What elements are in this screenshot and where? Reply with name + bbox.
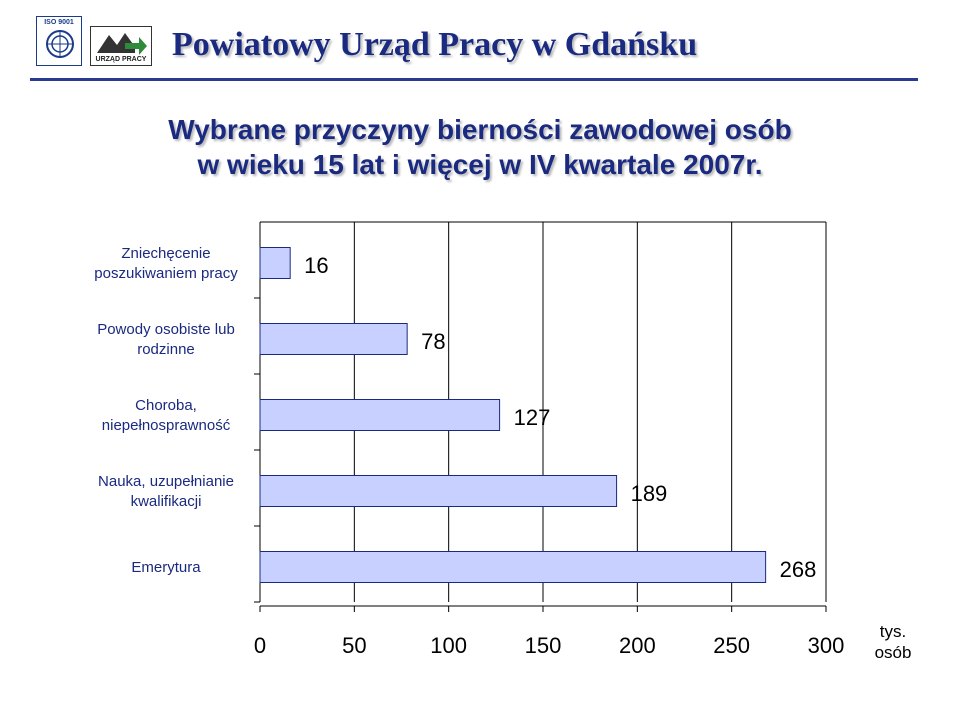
bar-value-label: 127	[514, 405, 551, 430]
chart-title-line: Wybrane przyczyny bierności zawodowej os…	[168, 114, 792, 145]
x-tick-label: 250	[713, 633, 750, 658]
x-axis-unit-label: tys. osób	[875, 622, 912, 662]
chart-title-line: w wieku 15 lat i więcej w IV kwartale 20…	[197, 149, 763, 180]
bar-value-label: 189	[631, 481, 668, 506]
mountain-arrow-icon	[97, 33, 147, 55]
bar	[259, 247, 291, 279]
category-label: Emerytura	[131, 559, 201, 576]
urzad-pracy-logo-text: URZĄD PRACY	[95, 56, 147, 63]
header-divider	[30, 78, 918, 81]
x-tick-label: 150	[525, 633, 562, 658]
page-title: Powiatowy Urząd Pracy w Gdańsku	[172, 26, 698, 63]
chart-title: Wybrane przyczyny bierności zawodowej os…	[0, 112, 960, 182]
x-tick-label: 50	[342, 633, 366, 658]
bar-value-label: 16	[304, 253, 328, 278]
category-label: Powody osobiste lub rodzinne	[97, 321, 235, 358]
iso-logo: ISO 9001	[36, 16, 82, 66]
bar-value-label: 268	[780, 557, 817, 582]
iso-globe-icon	[46, 30, 74, 58]
category-label: Nauka, uzupełnianie kwalifikacji	[98, 473, 234, 510]
iso-logo-text: ISO 9001	[44, 19, 74, 26]
urzad-pracy-logo: URZĄD PRACY	[90, 26, 152, 66]
bar	[259, 475, 618, 507]
category-label: Zniechęcenie poszukiwaniem pracy	[94, 245, 238, 282]
bar-value-label: 78	[421, 329, 445, 354]
bar	[259, 551, 767, 583]
x-tick-label: 300	[808, 633, 845, 658]
category-label: Choroba, niepełnosprawność	[102, 397, 231, 434]
bar	[259, 323, 408, 355]
x-tick-label: 100	[430, 633, 467, 658]
bar	[259, 399, 501, 431]
x-tick-label: 0	[254, 633, 266, 658]
x-tick-label: 200	[619, 633, 656, 658]
